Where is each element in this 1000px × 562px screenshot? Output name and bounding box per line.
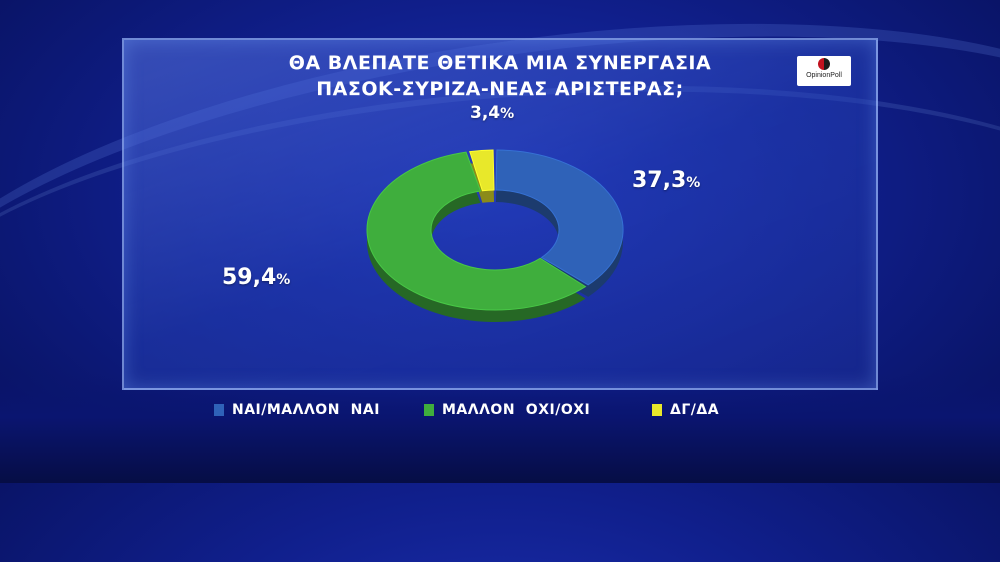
studio-floor (0, 373, 1000, 483)
logo-text: OpinionPoll (806, 72, 842, 79)
legend-item-no: ΜΑΛΛΟΝ ΟΧΙ/ΟΧΙ (424, 402, 590, 418)
opinionpoll-logo: OpinionPoll (797, 56, 851, 86)
legend-item-dk: ΔΓ/ΔΑ (652, 402, 719, 418)
legend-label-dk: ΔΓ/ΔΑ (670, 402, 720, 418)
chart-panel (122, 38, 878, 390)
value-label-yes: 37,3% (632, 168, 701, 193)
slice-dk (469, 149, 495, 192)
donut-chart (366, 149, 624, 323)
slice-no (366, 151, 587, 311)
legend-item-yes: ΝΑΙ/ΜΑΛΛΟΝ ΝΑΙ (214, 402, 380, 418)
legend-swatch-green (424, 404, 434, 416)
value-label-no: 59,4% (222, 265, 291, 290)
slice-yes (495, 149, 624, 286)
legend-label-no: ΜΑΛΛΟΝ ΟΧΙ/ΟΧΙ (442, 402, 591, 418)
chart-subtitle: ΠΑΣΟΚ-ΣΥΡΙΖΑ-ΝΕΑΣ ΑΡΙΣΤΕΡΑΣ; (316, 78, 684, 100)
legend-swatch-yellow (652, 404, 662, 416)
legend-swatch-blue (214, 404, 224, 416)
chart-title: ΘΑ ΒΛΕΠΑΤΕ ΘΕΤΙΚΑ ΜΙΑ ΣΥΝΕΡΓΑΣΙΑ (288, 52, 712, 74)
value-label-dk: 3,4% (470, 103, 515, 123)
logo-mark-icon (818, 58, 830, 70)
legend-label-yes: ΝΑΙ/ΜΑΛΛΟΝ ΝΑΙ (232, 402, 380, 418)
